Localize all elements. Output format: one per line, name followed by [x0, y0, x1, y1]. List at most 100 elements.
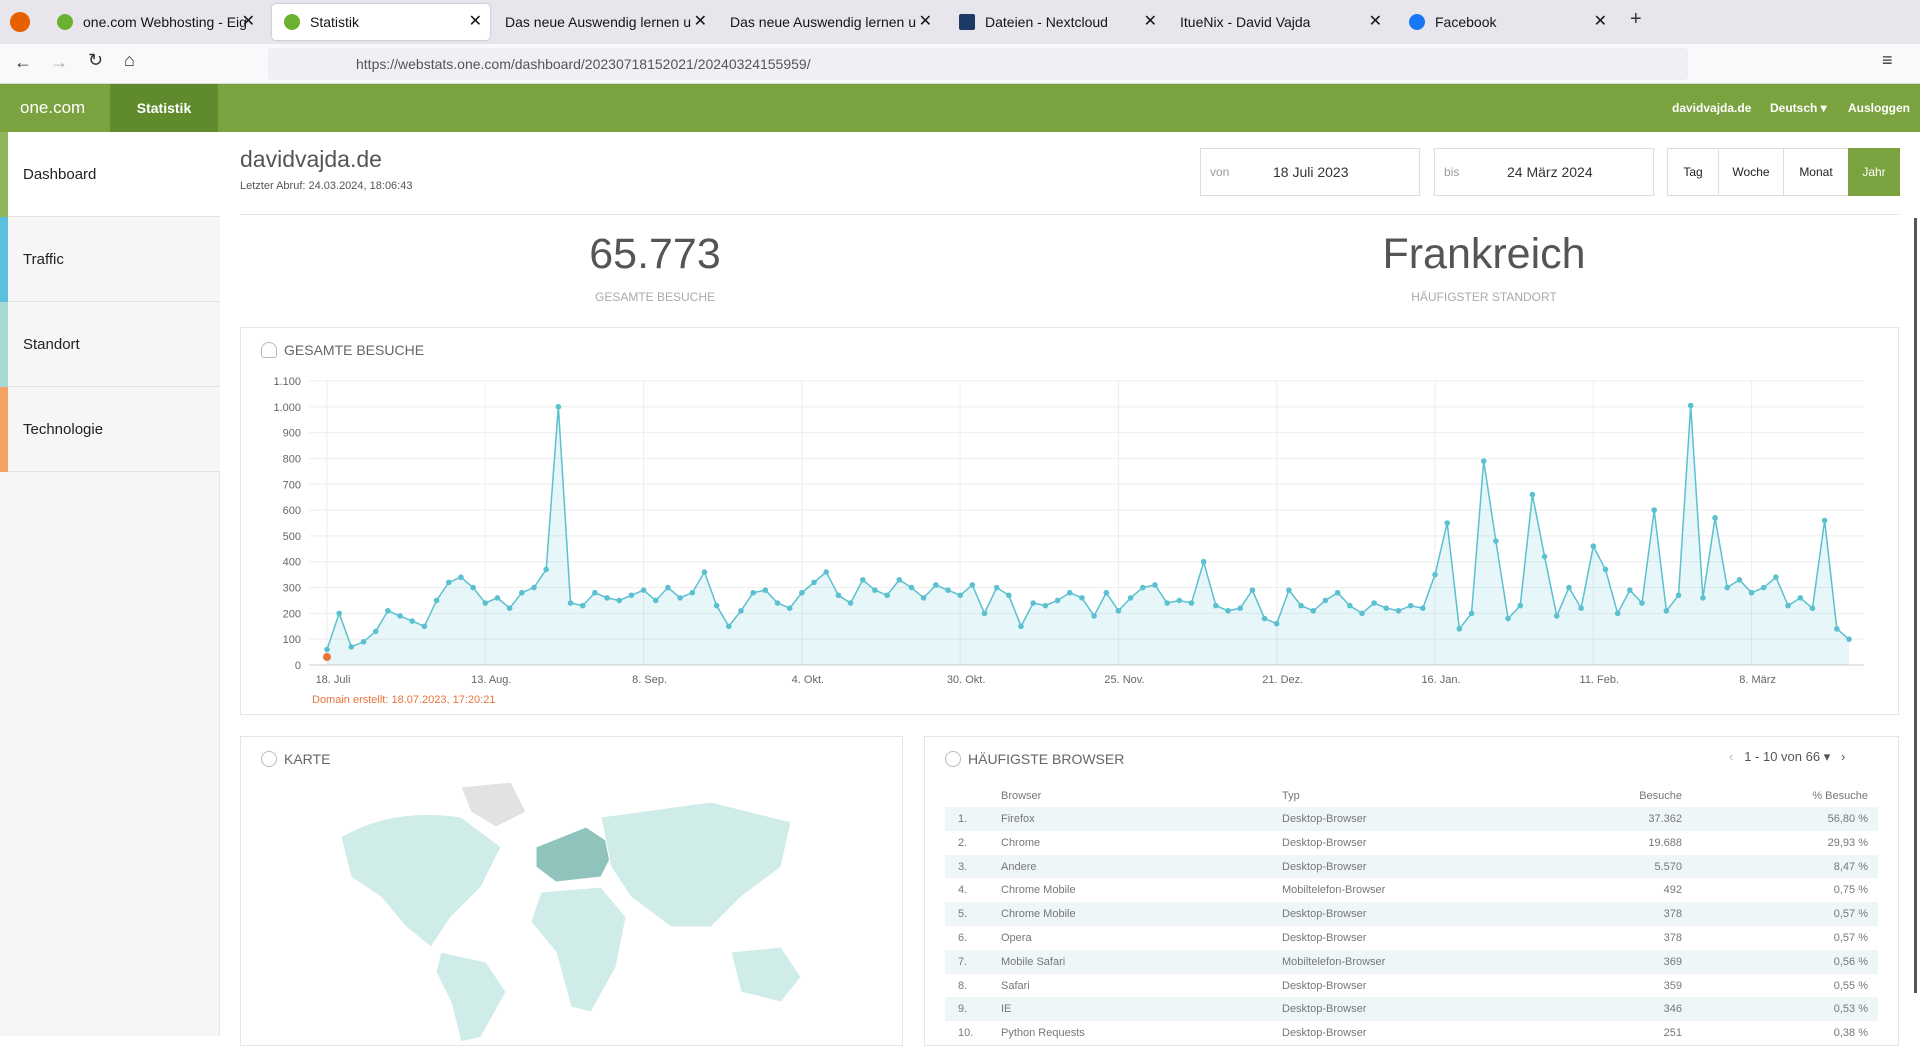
point	[1371, 600, 1377, 606]
table-row: 3. Andere Desktop-Browser 5.570 8,47 %	[945, 854, 1878, 879]
row-number: 9.	[958, 1003, 968, 1016]
table-header: Browser Typ Besuche % Besuche	[945, 784, 1878, 808]
home[interactable]: ⌂	[124, 50, 135, 70]
point	[1152, 582, 1158, 588]
new-tab[interactable]: +	[1630, 8, 1642, 30]
table-row: 1. Firefox Desktop-Browser 37.362 56,80 %	[945, 807, 1878, 831]
x-tick-label: 16. Jan.	[1421, 674, 1460, 686]
point	[701, 569, 708, 575]
cell: Firefox	[1001, 813, 1035, 825]
menu[interactable]: ≡	[1882, 50, 1893, 70]
y-tick-label: 1.000	[273, 402, 301, 414]
reload[interactable]: ↻	[88, 50, 104, 70]
side-item[interactable]: Dashboard	[0, 132, 220, 217]
scrollbar	[1914, 218, 1917, 993]
table-row: 6. Opera Desktop-Browser 378 0,57 %	[945, 926, 1878, 950]
tab-title: Das neue Auswendig lernen u	[730, 14, 917, 30]
logout[interactable]: Ausloggen	[1848, 101, 1910, 115]
point	[1213, 602, 1219, 609]
point	[750, 589, 756, 596]
tab[interactable]: ItueNix - David Vajda ✕	[1180, 13, 1382, 30]
x-tick-label: 11. Feb.	[1580, 674, 1620, 686]
point	[433, 597, 440, 604]
point	[1480, 458, 1487, 464]
point	[531, 584, 537, 591]
date-from[interactable]: von 18 Juli 2023	[1200, 148, 1420, 196]
cell: 0,57 %	[1833, 932, 1868, 944]
tab[interactable]: Das neue Auswendig lernen u ✕	[505, 13, 707, 30]
point	[1505, 615, 1511, 622]
domain[interactable]: davidvajda.de	[1672, 101, 1752, 115]
period-button[interactable]: Tag	[1667, 148, 1719, 196]
to-label: bis	[1444, 165, 1460, 179]
period-button[interactable]: Woche	[1718, 148, 1784, 196]
language[interactable]: Deutsch ▾	[1770, 101, 1827, 115]
cell: IE	[1001, 1003, 1012, 1016]
y-tick-label: 700	[283, 479, 301, 491]
point	[567, 600, 574, 606]
point	[1663, 607, 1670, 614]
point	[592, 589, 598, 596]
period-button[interactable]: Jahr	[1848, 148, 1900, 196]
tab[interactable]: Facebook ✕	[1397, 4, 1615, 40]
point	[409, 618, 416, 624]
back[interactable]: ←	[14, 52, 32, 72]
point	[1334, 589, 1341, 596]
side-item[interactable]: Technologie	[0, 387, 220, 472]
point	[348, 644, 355, 650]
point	[1700, 595, 1706, 601]
language-label: Deutsch	[1770, 101, 1818, 115]
side-item[interactable]: Traffic	[0, 217, 220, 302]
point	[1566, 584, 1572, 591]
cell: Chrome Mobile	[1001, 908, 1076, 921]
cell: 378	[1663, 932, 1682, 944]
cell: 37.362	[1648, 813, 1682, 825]
point	[1736, 577, 1743, 583]
cell: 251	[1663, 1027, 1682, 1040]
point	[1103, 589, 1110, 596]
period-button[interactable]: Monat	[1783, 148, 1849, 196]
point	[1493, 538, 1499, 544]
date-to[interactable]: bis 24 März 2024	[1434, 148, 1654, 196]
map-title: KARTE	[284, 751, 331, 767]
point	[859, 577, 866, 583]
point	[981, 610, 988, 617]
stat-label: HÄUFIGSTER STANDORT	[1411, 290, 1557, 304]
point	[774, 600, 781, 606]
cell: 369	[1663, 955, 1682, 968]
cell: 0,55 %	[1833, 979, 1868, 992]
point	[324, 646, 330, 653]
tab[interactable]: Das neue Auswendig lernen u ✕	[730, 13, 932, 30]
tab[interactable]: one.com Webhosting - Eig ✕	[45, 4, 263, 40]
column-header: % Besuche	[1812, 790, 1868, 802]
cell: Desktop-Browser	[1282, 813, 1367, 825]
point	[1809, 605, 1816, 611]
side-item[interactable]: Standort	[0, 302, 220, 387]
cell: 0,53 %	[1833, 1003, 1868, 1016]
tab[interactable]: Statistik ✕	[272, 4, 490, 40]
point	[372, 628, 379, 635]
forward[interactable]: →	[50, 52, 68, 72]
chart-title: GESAMTE BESUCHE	[284, 342, 425, 358]
point	[1432, 571, 1438, 578]
section[interactable]: Statistik	[110, 84, 218, 132]
side-label: Dashboard	[23, 166, 97, 183]
point	[1712, 515, 1718, 521]
greenland	[460, 781, 527, 828]
pagination[interactable]: ‹ 1 - 10 von 66 ▾ ›	[1729, 749, 1846, 764]
row-number: 1.	[958, 813, 968, 825]
point	[1724, 584, 1731, 591]
point	[1237, 605, 1243, 611]
tab-title: Facebook	[1435, 14, 1497, 30]
tab[interactable]: Dateien - Nextcloud ✕	[947, 4, 1165, 40]
point	[1821, 517, 1828, 524]
brand[interactable]: one.com	[20, 98, 86, 117]
area	[327, 405, 1849, 665]
cell: 5.570	[1654, 860, 1682, 873]
point	[1748, 589, 1755, 596]
url-bar[interactable]: https://webstats.one.com/dashboard/20230…	[268, 48, 1688, 80]
cell: 29,93 %	[1827, 836, 1868, 849]
point	[1529, 491, 1536, 498]
point	[555, 404, 562, 410]
